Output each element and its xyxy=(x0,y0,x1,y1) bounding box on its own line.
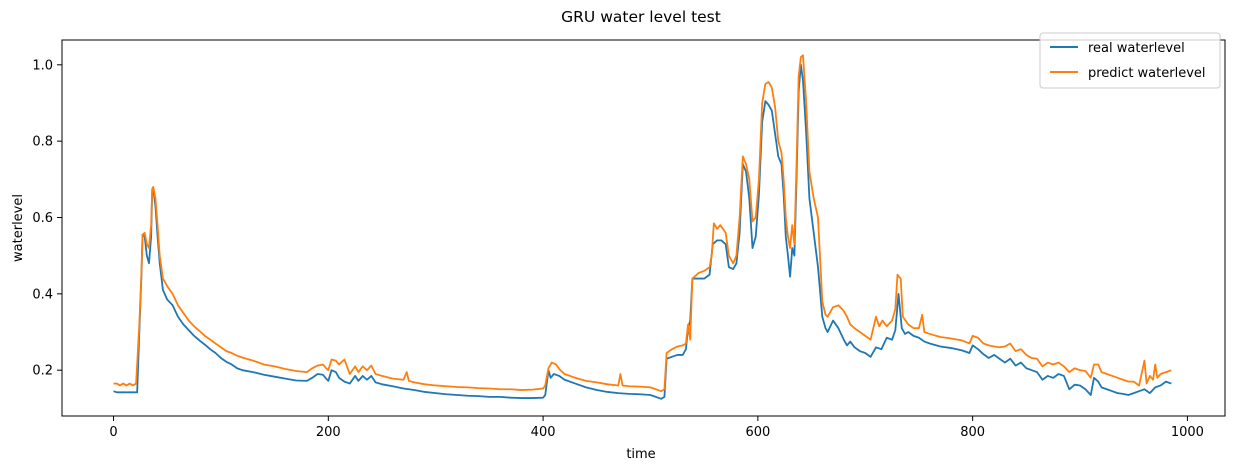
plot-area xyxy=(113,54,1172,400)
legend: real waterlevel predict waterlevel xyxy=(1039,32,1221,89)
axis-ticks: 0 200 400 600 800 1000 0.2 0.4 0.6 0.8 1.0 xyxy=(32,58,1204,440)
chart-title: GRU water level test xyxy=(561,8,721,26)
y-tick-label: 0.6 xyxy=(32,211,53,226)
x-tick-label: 200 xyxy=(316,425,341,440)
legend-label-predict-waterlevel: predict waterlevel xyxy=(1088,66,1206,81)
y-tick-label: 0.2 xyxy=(32,364,53,379)
x-tick-label: 0 xyxy=(109,425,117,440)
series-line-real-waterlevel xyxy=(113,63,1172,400)
x-tick-label: 600 xyxy=(745,425,770,440)
legend-label-real-waterlevel: real waterlevel xyxy=(1088,41,1185,56)
y-tick-label: 0.8 xyxy=(32,135,53,150)
x-tick-label: 800 xyxy=(960,425,985,440)
x-tick-label: 1000 xyxy=(1171,425,1204,440)
y-axis-label: waterlevel xyxy=(11,194,26,262)
y-tick-label: 0.4 xyxy=(32,287,53,302)
plot-frame xyxy=(61,39,1226,417)
x-tick-label: 400 xyxy=(531,425,556,440)
y-tick-label: 1.0 xyxy=(32,58,53,73)
x-axis-label: time xyxy=(626,447,655,462)
series-line-predict-waterlevel xyxy=(113,54,1172,393)
legend-box xyxy=(1039,32,1221,89)
